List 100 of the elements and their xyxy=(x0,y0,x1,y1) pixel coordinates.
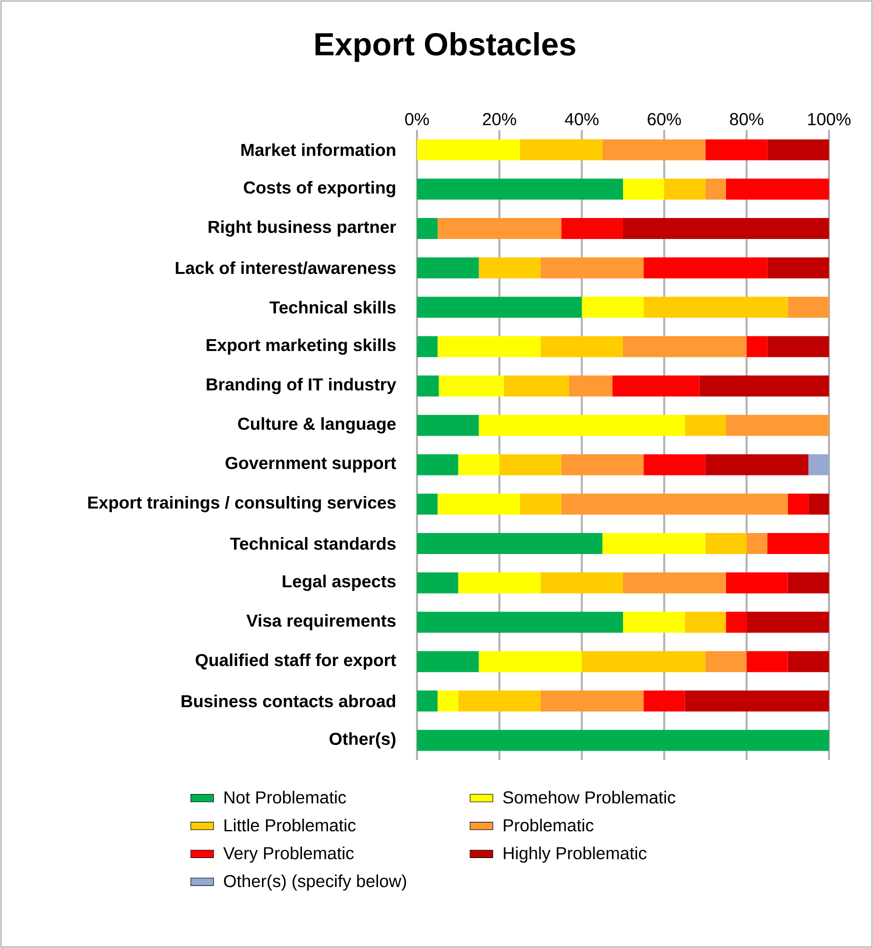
bar xyxy=(705,651,747,672)
y-tick-label: Costs of exporting xyxy=(244,180,396,198)
y-tick-label: Business contacts abroad xyxy=(182,694,396,708)
legend-label: Not Problematic xyxy=(224,790,346,804)
bar xyxy=(438,690,458,712)
bar xyxy=(458,454,500,476)
bar xyxy=(746,651,788,672)
bar xyxy=(416,612,623,633)
bar xyxy=(684,690,829,712)
bar xyxy=(569,375,612,396)
bar xyxy=(416,218,438,239)
legend-label: Somehow Problematic xyxy=(503,790,676,804)
y-tick-label: Qualified staff for export xyxy=(196,653,396,670)
bar xyxy=(808,454,829,476)
bar xyxy=(438,375,504,396)
bar xyxy=(664,178,706,200)
bar xyxy=(582,651,706,672)
bar xyxy=(540,257,644,278)
bar xyxy=(612,375,700,396)
y-tick-label: Visa requirements xyxy=(246,614,396,630)
y-tick-label: Export marketing skills xyxy=(206,338,396,355)
bar xyxy=(767,532,829,554)
bar xyxy=(561,454,644,476)
y-tick-label: Technical standards xyxy=(230,537,396,550)
bar xyxy=(438,336,541,358)
bar xyxy=(622,612,685,633)
bar xyxy=(416,730,829,751)
bar xyxy=(644,296,788,318)
bar xyxy=(416,572,458,594)
y-tick-label: Government support xyxy=(226,456,396,473)
bar xyxy=(540,690,644,712)
bar xyxy=(705,178,726,200)
bar xyxy=(416,414,479,436)
y-tick-label: Other(s) xyxy=(330,732,396,748)
bar xyxy=(438,218,562,239)
bar xyxy=(808,494,829,515)
bar xyxy=(416,651,479,672)
bar xyxy=(746,612,829,633)
y-tick-label: Branding of IT industry xyxy=(206,378,396,394)
x-tick-label: 0% xyxy=(405,113,429,126)
legend-label: Highly Problematic xyxy=(504,846,646,863)
bar xyxy=(788,651,829,672)
bar xyxy=(416,375,439,396)
bar xyxy=(726,414,829,436)
bar xyxy=(602,532,706,554)
bar xyxy=(726,572,788,594)
legend-label: Little Problematic xyxy=(224,818,356,832)
x-tick-label: 40% xyxy=(564,113,599,126)
bar xyxy=(499,454,562,476)
bar xyxy=(788,572,829,594)
bar xyxy=(767,257,829,278)
bar xyxy=(520,139,602,160)
bar xyxy=(705,139,768,160)
x-tick-label: 20% xyxy=(482,113,516,126)
bar xyxy=(644,454,706,476)
bar xyxy=(416,494,438,515)
y-tick-label: Legal aspects xyxy=(282,574,396,591)
bar xyxy=(416,139,520,160)
bar xyxy=(478,651,582,672)
bar xyxy=(540,336,623,358)
x-tick-label: 100% xyxy=(808,113,851,126)
bar xyxy=(416,296,582,318)
x-tick-label: 60% xyxy=(648,113,681,126)
y-tick-label: Export trainings / consulting services xyxy=(88,496,396,512)
y-tick-label: Technical skills xyxy=(270,300,396,314)
bar xyxy=(416,257,479,278)
bar xyxy=(416,454,458,476)
y-tick-label: Lack of interest/awareness xyxy=(176,261,396,274)
y-tick-label: Market information xyxy=(241,143,396,156)
bar xyxy=(540,572,623,594)
bar xyxy=(561,494,788,515)
bar xyxy=(726,612,747,633)
bar xyxy=(416,178,623,200)
bar xyxy=(705,454,808,476)
legend-label: Problematic xyxy=(504,818,594,832)
bar xyxy=(746,532,768,554)
bar xyxy=(767,139,829,160)
bar xyxy=(458,572,541,594)
bar xyxy=(602,139,706,160)
bar xyxy=(622,336,747,358)
bar xyxy=(684,612,726,633)
bar xyxy=(416,336,438,358)
y-tick-label: Right business partner xyxy=(208,220,396,237)
bar xyxy=(520,494,562,515)
bar xyxy=(746,336,768,358)
bar xyxy=(622,218,829,239)
bar xyxy=(504,375,570,396)
bar xyxy=(788,296,829,318)
bar xyxy=(726,178,829,200)
bar xyxy=(644,690,685,712)
bar xyxy=(622,572,726,594)
legend-label: Other(s) (specify below) xyxy=(224,874,406,891)
bar xyxy=(582,296,644,318)
bar xyxy=(767,336,829,358)
bar xyxy=(416,532,602,554)
bar xyxy=(416,690,438,712)
bar xyxy=(788,494,808,515)
legend-label: Very Problematic xyxy=(223,846,354,863)
bar xyxy=(622,178,664,200)
y-tick-label: Culture & language xyxy=(238,417,396,434)
